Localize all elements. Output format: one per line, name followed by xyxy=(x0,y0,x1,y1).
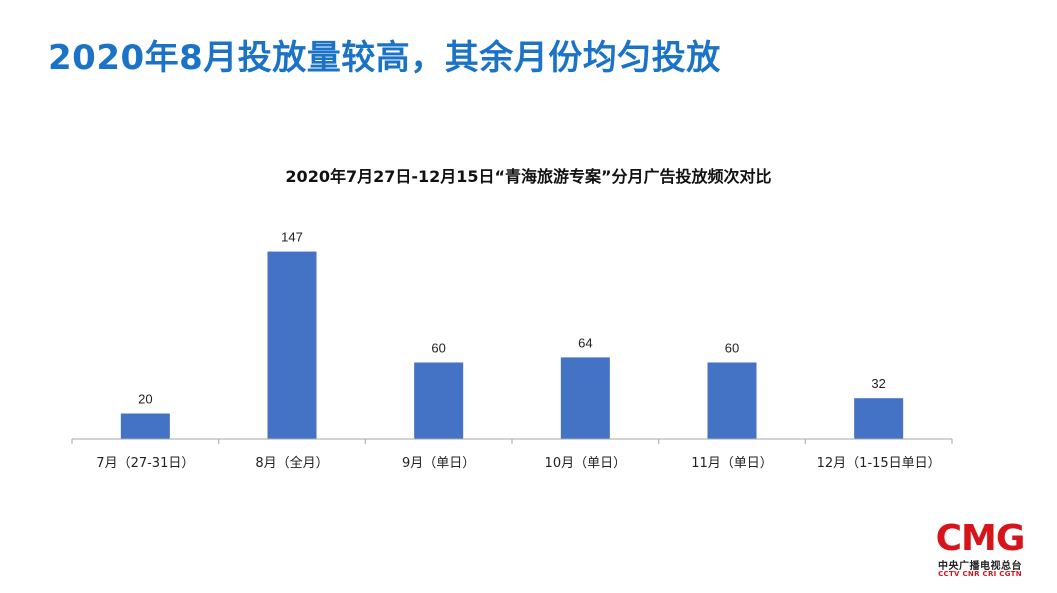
category-label-3: 10月（单日） xyxy=(545,456,627,471)
logo-name: 中央广播电视总台 xyxy=(938,561,1022,572)
category-label-4: 11月（单日） xyxy=(691,456,773,471)
bar-1 xyxy=(267,251,317,439)
logo-brands: CCTV CNR CRI CGTN xyxy=(938,570,1022,578)
data-label-0: 20 xyxy=(138,392,152,407)
category-label-2: 9月（单日） xyxy=(402,456,475,471)
data-label-2: 60 xyxy=(431,341,445,356)
slide-title: 2020年8月投放量较高，其余月份均匀投放 xyxy=(48,38,721,78)
data-label-4: 60 xyxy=(725,341,739,356)
data-label-3: 64 xyxy=(578,335,592,350)
logo-mark: CMG xyxy=(935,518,1026,559)
bar-0 xyxy=(120,413,170,439)
data-label-1: 147 xyxy=(281,230,303,245)
bar-2 xyxy=(414,362,464,439)
cmg-logo: CMG 中央广播电视总台 CCTV CNR CRI CGTN xyxy=(925,519,1035,581)
category-label-0: 7月（27-31日） xyxy=(96,456,194,471)
bar-4 xyxy=(707,362,757,439)
category-label-1: 8月（全月） xyxy=(255,455,328,471)
bar-5 xyxy=(854,398,904,439)
chart-title: 2020年7月27日-12月15日“青海旅游专案”分月广告投放频次对比 xyxy=(285,167,772,186)
bar-3 xyxy=(560,357,610,439)
data-label-5: 32 xyxy=(871,376,885,391)
category-label-5: 12月（1-15日单日） xyxy=(817,456,941,471)
